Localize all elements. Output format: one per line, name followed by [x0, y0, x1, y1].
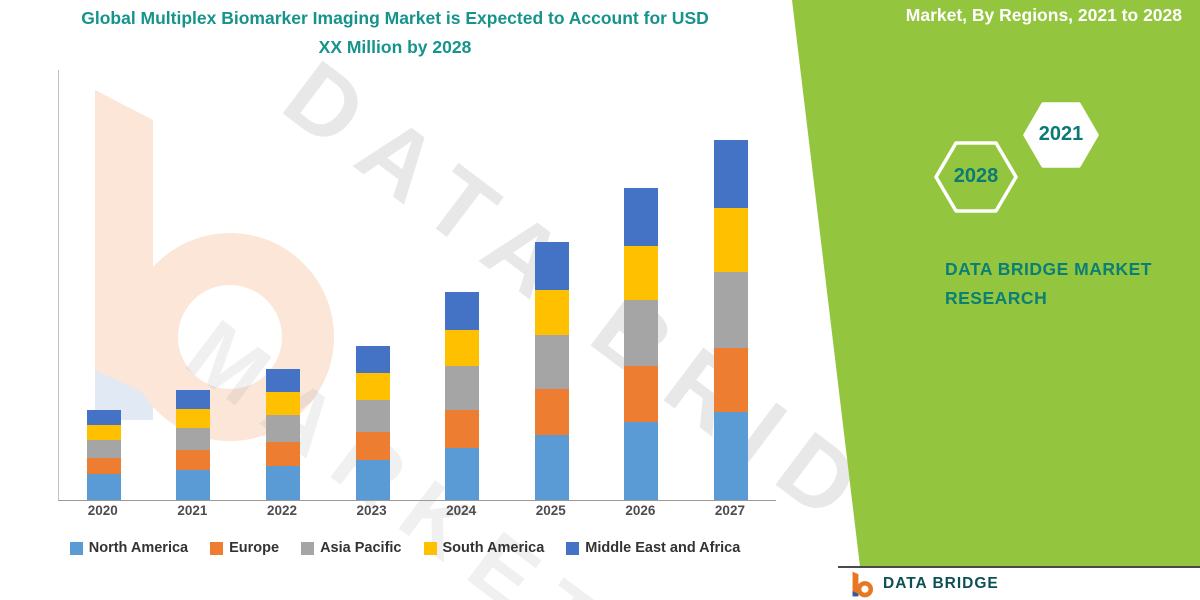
stacked-bar: [355, 346, 390, 500]
bar-column: [597, 70, 687, 500]
plot-area: [58, 70, 776, 501]
x-axis-label: 2022: [266, 503, 297, 518]
bar-segment-asia-pacific: [265, 415, 300, 442]
x-axis-label: 2024: [446, 503, 477, 518]
bar-segment-middle-east-and-africa: [534, 242, 569, 290]
bar-segment-asia-pacific: [713, 272, 748, 348]
bar-segment-south-america: [624, 246, 659, 300]
x-axis: 2020 2021 2022 2023 2024 2025 2026 2027: [58, 503, 775, 518]
footer-brand-text: DATA BRIDGE: [883, 575, 999, 592]
bar-segment-south-america: [176, 409, 211, 428]
x-axis-label: 2027: [714, 503, 745, 518]
hexagon-2021-shape: [1023, 102, 1099, 168]
bar-segment-north-america: [534, 435, 569, 500]
bar-segment-north-america: [355, 460, 390, 500]
legend-item: North America: [69, 540, 189, 556]
bar-segment-europe: [176, 450, 211, 470]
bar-segment-europe: [86, 458, 121, 474]
footer-brand-bar: DATA BRIDGE: [838, 566, 1200, 600]
legend-label: Middle East and Africa: [585, 540, 741, 556]
chart-legend: North America Europe Asia Pacific South Ame…: [25, 540, 785, 556]
bar-segment-south-america: [445, 330, 480, 366]
bar-segment-south-america: [86, 425, 121, 440]
bar-segment-south-america: [355, 373, 390, 400]
bar-column: [149, 70, 239, 500]
legend-swatch: [423, 541, 437, 555]
stacked-bar: [713, 140, 748, 500]
bar-segment-middle-east-and-africa: [624, 188, 659, 246]
legend-item: South America: [423, 540, 545, 556]
legend-swatch: [566, 541, 580, 555]
legend-label: South America: [442, 540, 545, 556]
bar-segment-asia-pacific: [624, 300, 659, 366]
bar-segment-europe: [355, 432, 390, 460]
chart-title: Global Multiplex Biomarker Imaging Marke…: [81, 8, 709, 57]
bar-segment-north-america: [445, 448, 480, 500]
bar-segment-asia-pacific: [355, 400, 390, 432]
stacked-bar: [265, 369, 300, 500]
bar-segment-middle-east-and-africa: [176, 390, 211, 409]
legend-swatch: [210, 541, 224, 555]
side-panel-brand: DATA BRIDGE MARKET RESEARCH: [945, 255, 1152, 313]
legend-label: Europe: [229, 540, 280, 556]
bar-segment-asia-pacific: [176, 428, 211, 450]
side-panel: [792, 0, 1200, 600]
bar-column: [238, 70, 328, 500]
legend-swatch: [301, 541, 315, 555]
bar-segment-north-america: [86, 474, 121, 500]
stacked-bar: [534, 242, 569, 500]
bar-segment-middle-east-and-africa: [445, 292, 480, 330]
bar-segment-north-america: [176, 470, 211, 500]
side-panel-brand-line1: DATA BRIDGE MARKET: [945, 259, 1152, 279]
side-panel-heading: Market, By Regions, 2021 to 2028: [905, 5, 1182, 25]
legend-swatch: [69, 541, 83, 555]
bar-segment-north-america: [624, 422, 659, 500]
hexagon-2028: 2028: [933, 138, 1019, 216]
legend-label: North America: [88, 540, 189, 556]
x-axis-label: 2025: [535, 503, 566, 518]
hexagon-2021: 2021: [1022, 100, 1100, 170]
bar-segment-asia-pacific: [534, 335, 569, 389]
stacked-bar: [445, 292, 480, 500]
bar-segment-asia-pacific: [86, 440, 121, 458]
x-axis-label: 2020: [87, 503, 118, 518]
bar-column: [328, 70, 418, 500]
stacked-bar: [176, 390, 211, 500]
hexagon-2028-shape: [934, 141, 1018, 213]
hexagon-2028-label: 2028: [953, 165, 999, 187]
bar-segment-europe: [713, 348, 748, 412]
bar-column: [507, 70, 597, 500]
bar-segment-middle-east-and-africa: [355, 346, 390, 373]
side-panel-brand-line2: RESEARCH: [945, 288, 1048, 308]
x-axis-label: 2021: [177, 503, 208, 518]
bar-segment-europe: [534, 389, 569, 435]
bar-segment-europe: [624, 366, 659, 422]
legend-item: Asia Pacific: [301, 540, 402, 556]
x-axis-label: 2026: [625, 503, 656, 518]
hexagon-2021-label: 2021: [1038, 123, 1084, 145]
legend-label: Asia Pacific: [320, 540, 402, 556]
legend-item: Middle East and Africa: [566, 540, 740, 556]
bar-segment-south-america: [534, 290, 569, 335]
bar-segment-north-america: [713, 412, 748, 500]
bar-segment-north-america: [265, 466, 300, 500]
bar-column: [417, 70, 507, 500]
footer-logo-icon: [852, 571, 874, 598]
stacked-bar: [624, 188, 659, 500]
bar-segment-europe: [445, 410, 480, 448]
bar-column: [686, 70, 776, 500]
bar-column: [59, 70, 149, 500]
bar-segment-europe: [265, 442, 300, 466]
bar-segment-asia-pacific: [445, 366, 480, 410]
stacked-bar: [86, 410, 121, 500]
bar-segment-middle-east-and-africa: [713, 140, 748, 208]
bar-segment-south-america: [713, 208, 748, 272]
bar-segment-south-america: [265, 392, 300, 415]
bar-segment-middle-east-and-africa: [265, 369, 300, 392]
legend-item: Europe: [210, 540, 279, 556]
x-axis-label: 2023: [356, 503, 387, 518]
bar-segment-middle-east-and-africa: [86, 410, 121, 425]
